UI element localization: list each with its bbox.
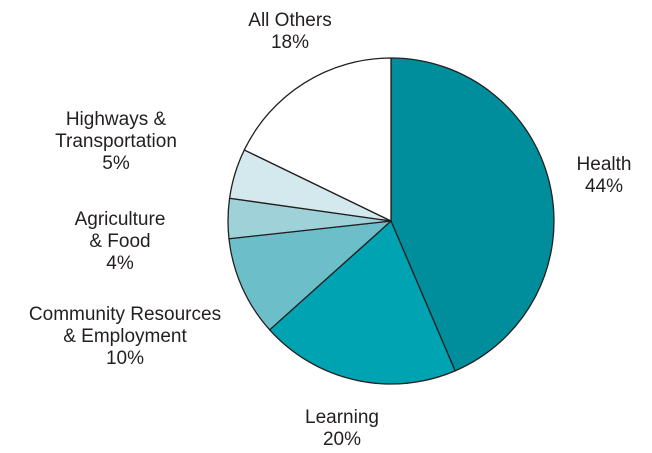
pie-slice-community-resources-employment: [228, 220, 392, 331]
pie-label-community-resources-employment: Community Resources & Employment 10%: [29, 304, 221, 369]
pie-label-highways-transportation: Highways & Transportation 5%: [55, 109, 177, 174]
pie-category-label: All Others: [248, 10, 331, 31]
pie-value-label: 5%: [102, 153, 130, 174]
pie-category-label: Agriculture: [75, 209, 166, 230]
pie-slice-all-others: [243, 57, 392, 222]
pie-category-label: & Food: [89, 231, 150, 252]
pie-slice-health: [390, 57, 555, 372]
pie-value-label: 18%: [271, 32, 309, 53]
pie-category-label: Community Resources: [29, 304, 221, 325]
pie-category-label: Transportation: [55, 131, 177, 152]
pie-label-learning: Learning 20%: [305, 407, 379, 450]
pie-category-label: Learning: [305, 407, 379, 428]
pie-value-label: 4%: [106, 253, 134, 274]
pie-category-label: Highways &: [66, 109, 167, 130]
pie-labels: Health 44%Learning 20%Community Resources &…: [29, 10, 632, 450]
pie-category-label: & Employment: [63, 326, 187, 347]
pie-label-all-others: All Others 18%: [248, 10, 331, 53]
pie-category-label: Health: [577, 154, 632, 175]
pie-value-label: 10%: [106, 348, 144, 369]
pie-value-label: 20%: [323, 429, 361, 450]
pie-slice-learning: [268, 220, 456, 385]
pie-slices: [227, 57, 555, 385]
pie-label-health: Health 44%: [577, 154, 632, 197]
pie-value-label: 44%: [585, 176, 623, 197]
pie-label-agriculture-food: Agriculture & Food 4%: [75, 209, 166, 274]
